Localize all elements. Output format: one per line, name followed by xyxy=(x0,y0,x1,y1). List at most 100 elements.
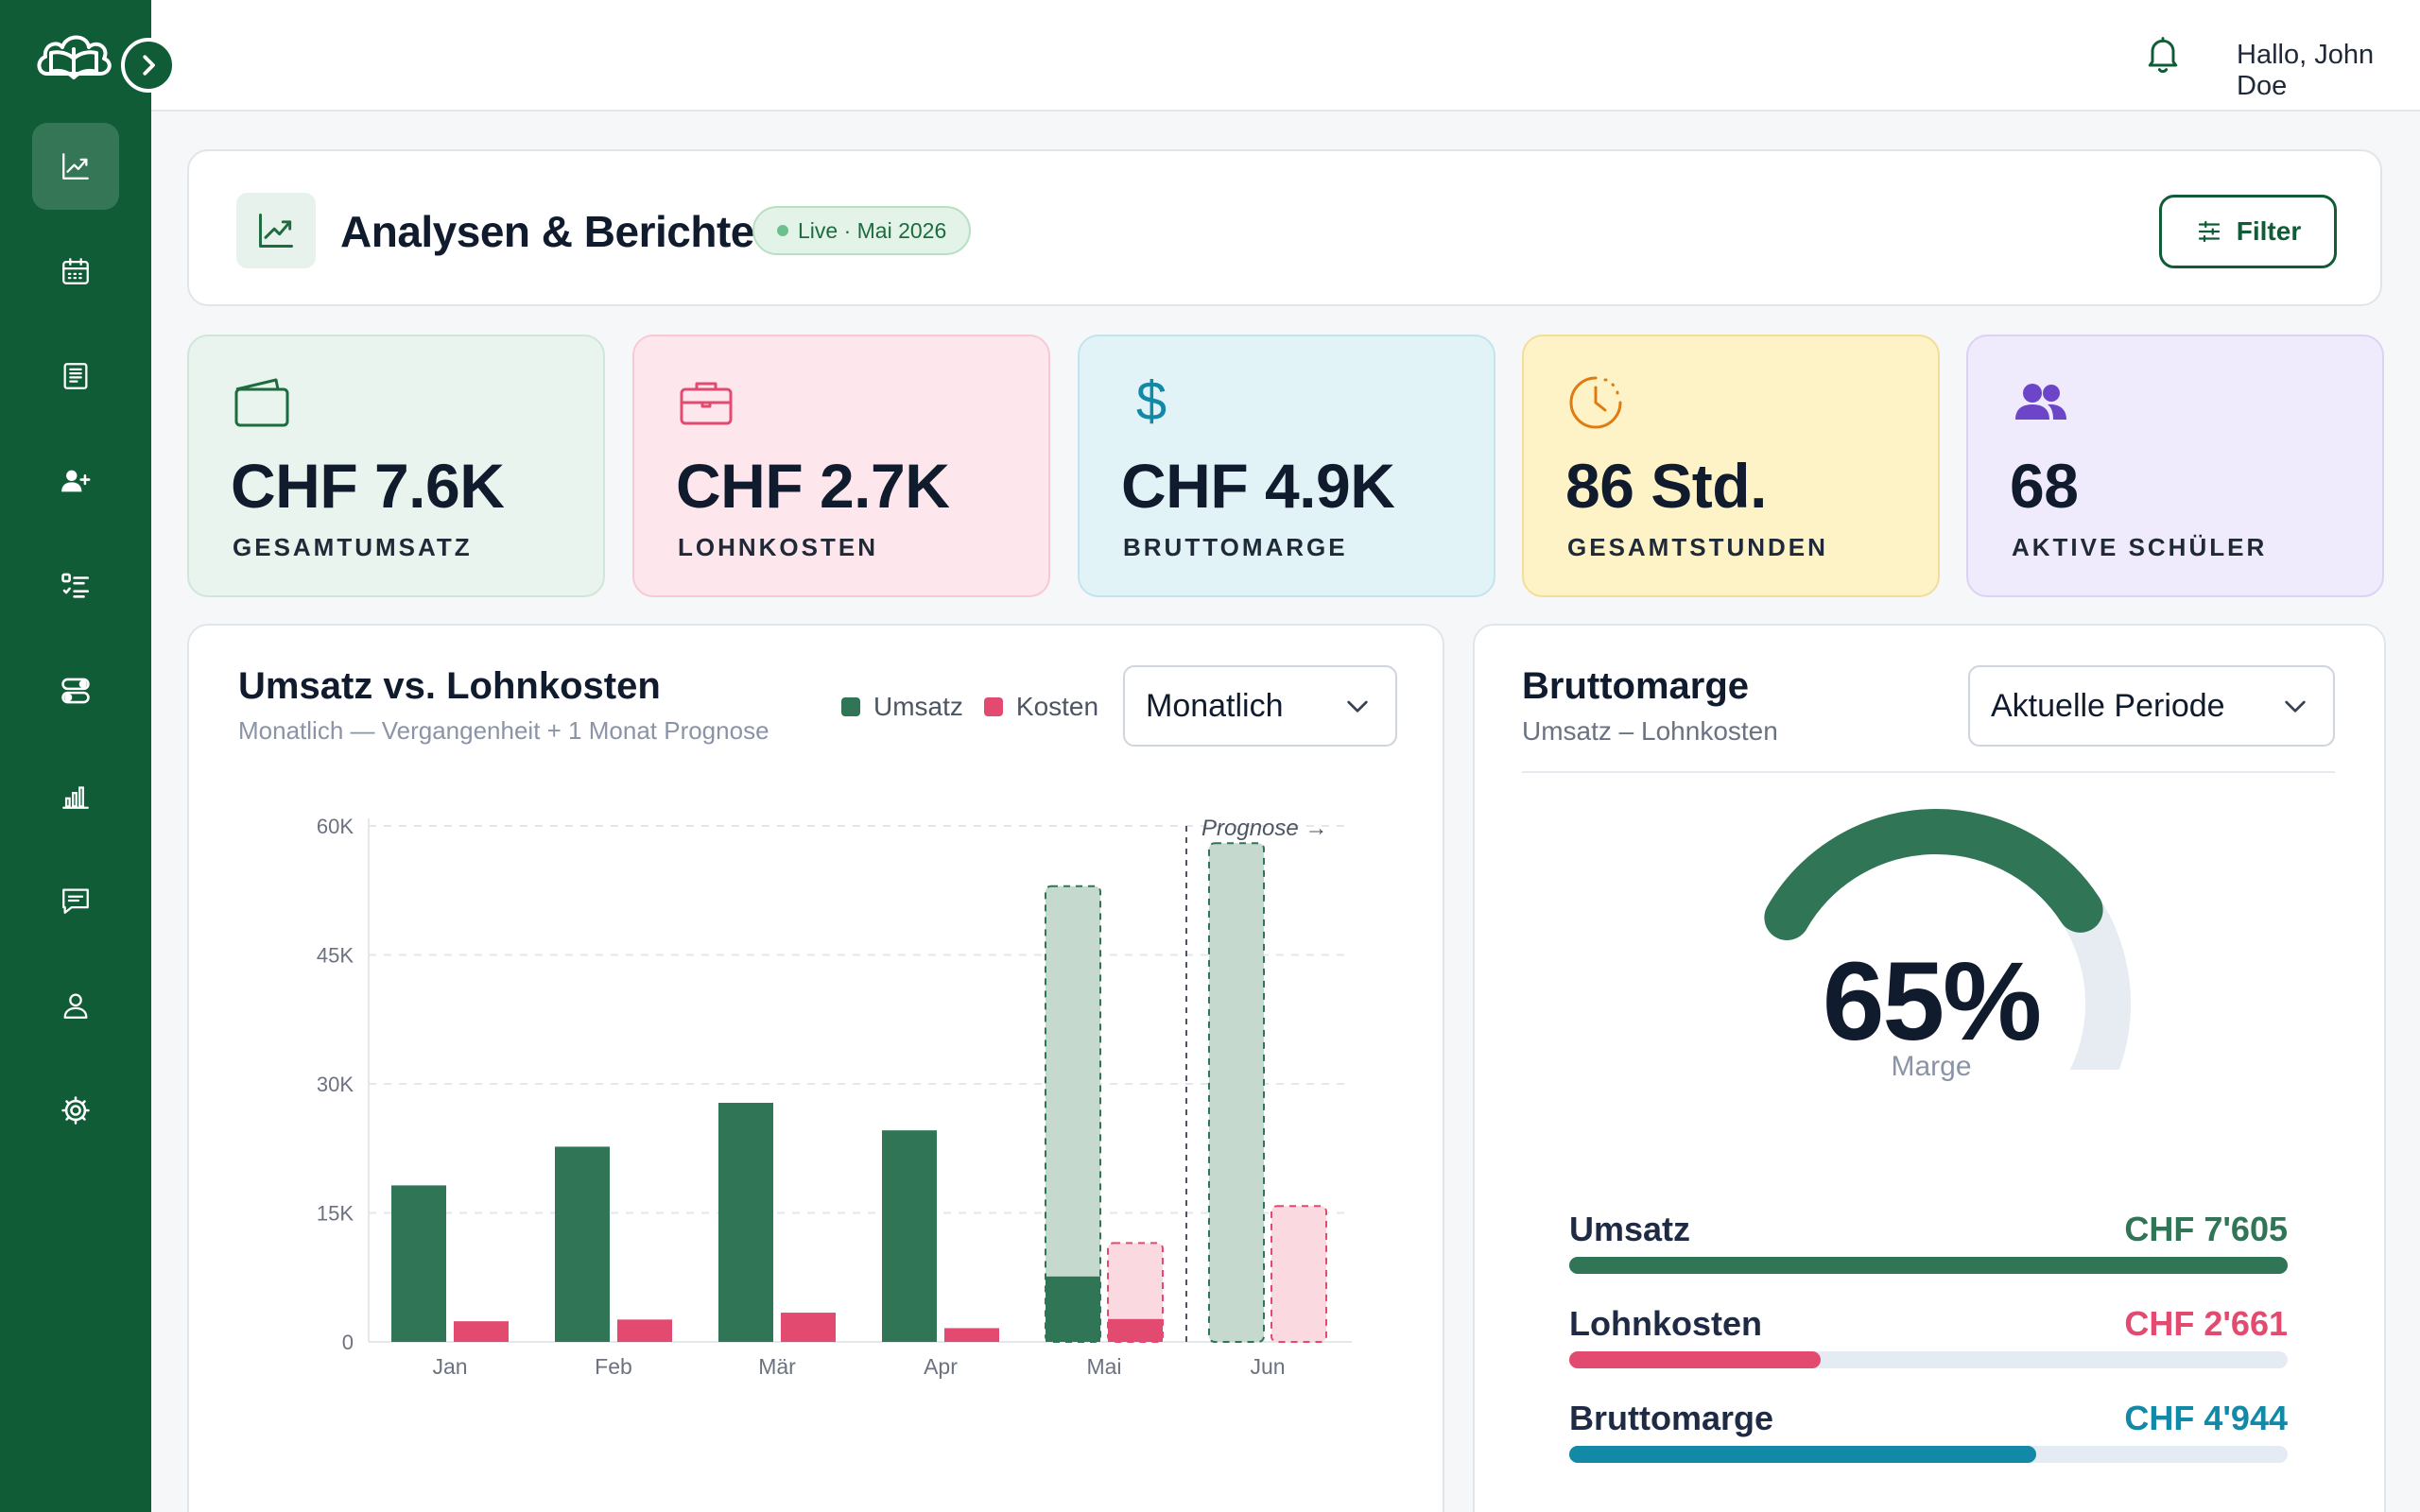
sidebar-item-calendar[interactable] xyxy=(32,228,119,315)
user-greeting: Hallo, John Doe xyxy=(2237,40,2375,101)
chart-title: Umsatz vs. Lohnkosten xyxy=(238,665,661,707)
legend-item-revenue[interactable]: Umsatz xyxy=(841,692,963,722)
forecast-bar-costs[interactable] xyxy=(1107,1242,1164,1343)
forecast-label: Prognose → xyxy=(1201,816,1327,841)
margin-subtitle: Umsatz – Lohnkosten xyxy=(1522,716,1778,746)
bar-revenue[interactable] xyxy=(718,1103,773,1342)
top-bar: Hallo, John Doe JD xyxy=(151,0,2420,112)
bell-icon xyxy=(2148,37,2178,74)
user-icon xyxy=(63,993,88,1019)
bar-costs[interactable] xyxy=(617,1319,672,1342)
x-tick-label: Jun xyxy=(1250,1354,1285,1379)
kpi-card-labor-costs[interactable]: CHF 2.7K LOHNKOSTEN xyxy=(632,335,1050,597)
kpi-card-revenue[interactable]: CHF 7.6K GESAMTUMSATZ xyxy=(187,335,605,597)
sidebar-item-profile[interactable] xyxy=(32,962,119,1049)
forecast-bar-costs[interactable] xyxy=(1270,1205,1327,1343)
sidebar-nav xyxy=(32,123,119,1172)
divider xyxy=(1522,771,2335,773)
x-tick-label: Jan xyxy=(432,1354,467,1379)
breakdown-name: Umsatz xyxy=(1569,1210,1691,1248)
sliders-icon xyxy=(2198,220,2220,243)
gross-margin-card: Bruttomarge Umsatz – Lohnkosten Aktuelle… xyxy=(1473,624,2386,1512)
chevron-down-icon xyxy=(1347,700,1368,713)
bar-revenue[interactable] xyxy=(1046,1276,1100,1342)
margin-gauge xyxy=(1764,809,2131,1070)
bar-revenue[interactable] xyxy=(555,1146,610,1342)
y-tick-label: 15K xyxy=(317,1202,354,1226)
page-title: Analysen & Berichte xyxy=(340,207,754,256)
x-tick-label: Apr xyxy=(924,1354,958,1379)
users-icon xyxy=(2010,372,2070,433)
forecast-bar-revenue[interactable] xyxy=(1208,842,1265,1343)
breakdown-row: Bruttomarge CHF 4'944 xyxy=(1569,1399,2288,1493)
bar-costs[interactable] xyxy=(781,1313,836,1342)
sidebar-item-invoices[interactable] xyxy=(32,333,119,420)
breakdown-bar-fill xyxy=(1569,1257,2288,1274)
margin-period-select-value: Aktuelle Periode xyxy=(1991,687,2225,724)
bar-costs[interactable] xyxy=(944,1328,999,1342)
breakdown-bar-fill xyxy=(1569,1446,2036,1463)
filter-button[interactable]: Filter xyxy=(2159,195,2337,268)
wallet-icon xyxy=(231,372,291,433)
add-user-icon xyxy=(61,470,91,492)
period-select[interactable]: Monatlich xyxy=(1123,665,1397,747)
breakdown-bar-track xyxy=(1569,1446,2288,1463)
message-icon xyxy=(62,888,89,914)
sidebar-item-settings[interactable] xyxy=(32,1067,119,1154)
forecast-bar-revenue[interactable] xyxy=(1045,885,1101,1343)
breakdown-value: CHF 2'661 xyxy=(2124,1304,2288,1343)
margin-period-select[interactable]: Aktuelle Periode xyxy=(1968,665,2335,747)
sidebar-item-analytics[interactable] xyxy=(32,123,119,210)
margin-percent-label: Marge xyxy=(1891,1051,1972,1082)
y-tick-label: 0 xyxy=(342,1331,354,1354)
revenue-vs-costs-chart: 0 15K 30K 45K 60K Jan Feb Mär Apr Mai Jun Prognose … xyxy=(317,815,1352,1379)
sidebar-item-reports[interactable] xyxy=(32,752,119,839)
bar-revenue[interactable] xyxy=(882,1130,937,1342)
kpi-value: CHF 2.7K xyxy=(676,451,950,521)
kpi-value: CHF 4.9K xyxy=(1121,451,1395,521)
kpi-label: BRUTTOMARGE xyxy=(1123,533,1348,561)
sidebar-item-messages[interactable] xyxy=(32,857,119,944)
brand-logo[interactable] xyxy=(34,26,113,87)
trend-chart-icon xyxy=(62,153,89,180)
svg-text:$: $ xyxy=(1136,372,1167,432)
kpi-label: GESAMTUMSATZ xyxy=(233,533,473,561)
toggles-icon xyxy=(61,678,90,704)
kpi-label: GESAMTSTUNDEN xyxy=(1567,533,1828,561)
bar-chart-icon xyxy=(62,786,89,809)
sidebar-item-tasks[interactable] xyxy=(32,542,119,629)
breakdown-name: Bruttomarge xyxy=(1569,1399,1774,1437)
x-tick-label: Feb xyxy=(595,1354,632,1379)
calendar-icon xyxy=(62,258,89,284)
breakdown-value: CHF 4'944 xyxy=(2124,1399,2288,1437)
bar-costs[interactable] xyxy=(454,1321,509,1342)
legend-label: Umsatz xyxy=(873,692,963,721)
kpi-card-active-students[interactable]: 68 AKTIVE SCHÜLER xyxy=(1966,335,2384,597)
chart-legend: Umsatz Kosten xyxy=(841,692,1119,722)
legend-item-costs[interactable]: Kosten xyxy=(983,692,1098,722)
legend-swatch xyxy=(841,697,860,716)
breakdown-name: Lohnkosten xyxy=(1569,1304,1762,1343)
bar-revenue[interactable] xyxy=(391,1185,446,1342)
breakdown-row: Umsatz CHF 7'605 xyxy=(1569,1210,2288,1304)
bar-costs[interactable] xyxy=(1108,1318,1163,1342)
chevron-down-icon xyxy=(2285,700,2306,713)
y-tick-label: 30K xyxy=(317,1073,354,1096)
dollar-icon: $ xyxy=(1121,370,1182,433)
notifications-button[interactable] xyxy=(2142,34,2184,76)
sidebar-item-add-student[interactable] xyxy=(32,438,119,524)
briefcase-icon xyxy=(676,372,736,433)
chart-subtitle: Monatlich — Vergangenheit + 1 Monat Prog… xyxy=(238,716,769,745)
sidebar-collapse-button[interactable] xyxy=(121,38,176,93)
period-select-value: Monatlich xyxy=(1146,687,1284,724)
y-tick-label: 60K xyxy=(317,815,354,838)
sidebar-item-settings-toggles[interactable] xyxy=(32,647,119,734)
legend-swatch xyxy=(983,697,1003,716)
margin-percent: 65% xyxy=(1822,939,2042,1064)
kpi-value: 86 Std. xyxy=(1565,451,1767,521)
kpi-card-total-hours[interactable]: 86 Std. GESAMTSTUNDEN xyxy=(1522,335,1940,597)
margin-breakdown: Umsatz CHF 7'605 Lohnkosten CHF 2'661 Brutto… xyxy=(1569,1210,2288,1493)
kpi-card-gross-margin[interactable]: $ CHF 4.9K BRUTTOMARGE xyxy=(1078,335,1495,597)
breakdown-bar-fill xyxy=(1569,1351,1821,1368)
live-dot-icon xyxy=(777,225,788,236)
